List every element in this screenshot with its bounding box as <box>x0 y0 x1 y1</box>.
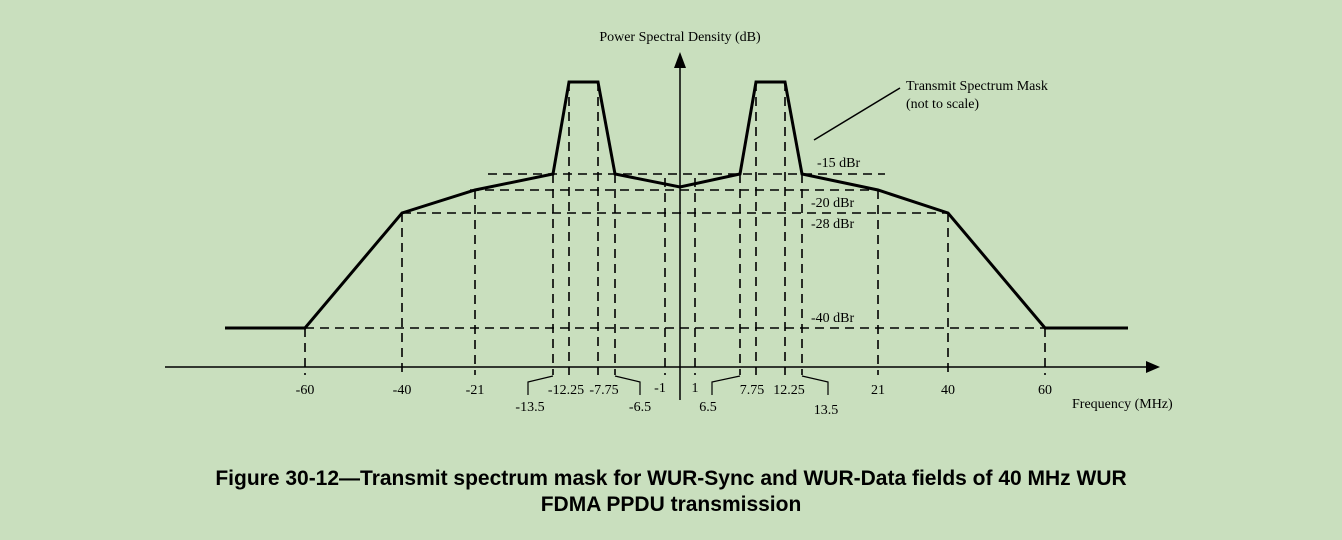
tick-label: 7.75 <box>740 383 765 398</box>
tick-label: 12.25 <box>773 383 805 398</box>
transmit-spectrum-mask-curve <box>225 80 1128 330</box>
y-axis-label: Power Spectral Density (dB) <box>599 30 761 45</box>
figure-caption-line-1: Figure 30-12—Transmit spectrum mask for … <box>215 467 1127 490</box>
tick-label: 60 <box>1038 383 1052 398</box>
y-axis-arrowhead <box>674 52 686 68</box>
spectrum-mask-diagram: Power Spectral Density (dB) Transmit Spe… <box>165 30 1173 418</box>
tick-label: -1 <box>654 381 666 396</box>
level-label-15: -15 dBr <box>817 156 861 171</box>
tick-label: -6.5 <box>629 400 651 415</box>
frequency-guide-lines <box>304 82 1046 375</box>
tick-label: -12.25 <box>548 383 584 398</box>
tick-label: -7.75 <box>589 383 618 398</box>
mask-note-title: Transmit Spectrum Mask <box>906 79 1048 94</box>
figure-caption-line-2: FDMA PPDU transmission <box>540 493 802 516</box>
tick-label: -13.5 <box>515 400 544 415</box>
x-axis-arrowhead <box>1146 361 1160 373</box>
tick-leader-brackets <box>527 375 829 395</box>
level-guide-lines <box>305 173 1045 329</box>
tick-label: 21 <box>871 383 885 398</box>
tick-label: 13.5 <box>814 403 839 418</box>
tick-label: 40 <box>941 383 955 398</box>
tick-label: 6.5 <box>699 400 717 415</box>
level-label-28: -28 dBr <box>811 217 855 232</box>
mask-note-subtitle: (not to scale) <box>906 97 979 112</box>
level-label-40: -40 dBr <box>811 311 855 326</box>
tick-label: 1 <box>692 381 699 396</box>
tick-label: -21 <box>466 383 485 398</box>
tick-label: -40 <box>393 383 412 398</box>
tick-label: -60 <box>296 383 315 398</box>
x-axis-label: Frequency (MHz) <box>1072 397 1173 412</box>
mask-note-pointer <box>813 87 901 141</box>
level-label-20: -20 dBr <box>811 196 855 211</box>
figure-caption: Figure 30-12—Transmit spectrum mask for … <box>0 466 1342 518</box>
